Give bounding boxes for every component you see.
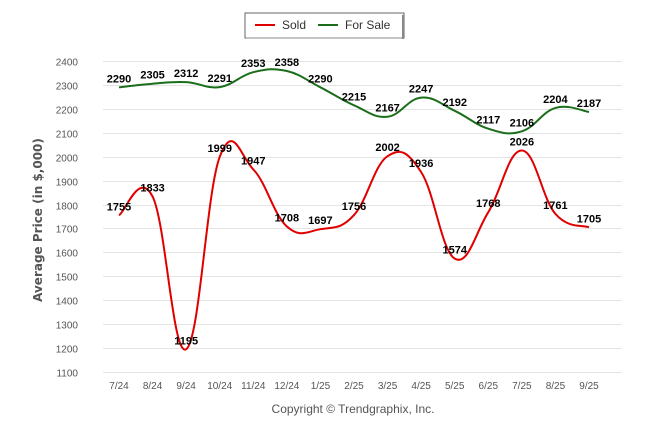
y-tick-label: 1900 — [56, 178, 79, 189]
sold-data-label: 1947 — [241, 155, 265, 167]
grid — [103, 61, 622, 373]
y-tick-label: 1300 — [56, 321, 79, 332]
x-tick-label: 8/25 — [546, 381, 566, 392]
for-sale-data-label: 2167 — [375, 103, 399, 115]
for-sale-data-label: 2305 — [140, 70, 164, 82]
for-sale-data-label: 2187 — [577, 98, 601, 110]
sold-data-label: 1756 — [342, 201, 366, 213]
sold-data-label: 1999 — [207, 143, 231, 155]
x-axis-ticks: 7/24 8/24 9/24 10/24 11/24 12/24 1/25 2/25 3/25 4… — [109, 381, 599, 392]
sold-data-label: 2002 — [375, 142, 399, 154]
series-lines — [118, 68, 590, 351]
data-labels: 1755 1833 1195 1999 1947 1708 1697 1756 2002 1936… — [107, 57, 601, 347]
y-tick-label: 1100 — [56, 369, 78, 380]
for-sale-data-label: 2106 — [510, 117, 534, 129]
for-sale-data-label: 2291 — [207, 73, 231, 85]
y-tick-label: 2000 — [56, 154, 79, 165]
for-sale-data-label: 2290 — [308, 73, 332, 85]
sold-data-label: 1697 — [308, 215, 332, 227]
x-tick-label: 5/25 — [445, 381, 465, 392]
x-tick-label: 9/25 — [579, 381, 599, 392]
sold-data-label: 1708 — [275, 213, 299, 225]
legend[interactable]: Sold For Sale — [244, 12, 405, 39]
x-tick-label: 7/25 — [512, 381, 532, 392]
y-axis-ticks: 1100 1200 1300 1400 1500 1600 1700 1800 1900 2000… — [56, 58, 79, 380]
sold-data-label: 2026 — [510, 136, 534, 148]
y-tick-label: 1600 — [56, 249, 79, 260]
y-tick-label: 2200 — [56, 106, 79, 117]
sold-data-label: 1755 — [107, 201, 131, 213]
copyright-credit: Copyright © Trendgraphix, Inc. — [272, 402, 435, 416]
sold-data-label: 1768 — [476, 198, 500, 210]
for-sale-data-label: 2358 — [275, 57, 299, 69]
x-tick-label: 4/25 — [411, 381, 431, 392]
for-sale-data-label: 2204 — [543, 94, 568, 106]
x-tick-label: 7/24 — [109, 381, 129, 392]
for-sale-data-label: 2312 — [174, 68, 198, 80]
sold-data-label: 1195 — [174, 335, 198, 347]
x-tick-label: 8/24 — [143, 381, 163, 392]
x-tick-label: 9/24 — [176, 381, 196, 392]
sold-data-label: 1833 — [140, 183, 164, 195]
y-tick-label: 1400 — [56, 297, 79, 308]
for-sale-data-label: 2290 — [107, 73, 131, 85]
y-tick-label: 2300 — [56, 82, 79, 93]
for-sale-data-label: 2353 — [241, 58, 265, 70]
for-sale-data-label: 2117 — [476, 115, 500, 127]
sold-data-label: 1574 — [442, 245, 467, 257]
x-tick-label: 3/25 — [378, 381, 398, 392]
legend-sold-label[interactable]: Sold — [282, 18, 306, 32]
x-tick-label: 12/24 — [274, 381, 299, 392]
sold-data-label: 1936 — [409, 158, 433, 170]
y-tick-label: 2400 — [56, 58, 79, 69]
y-axis-label: Average Price (in $,000) — [31, 138, 45, 302]
y-tick-label: 1500 — [56, 273, 79, 284]
for-sale-data-label: 2247 — [409, 84, 433, 96]
legend-for-sale-label[interactable]: For Sale — [345, 18, 391, 32]
x-tick-label: 10/24 — [207, 381, 232, 392]
sold-line — [118, 140, 590, 351]
x-tick-label: 2/25 — [344, 381, 364, 392]
sold-data-label: 1761 — [543, 200, 567, 212]
for-sale-data-label: 2192 — [442, 97, 466, 109]
x-tick-label: 11/24 — [241, 381, 266, 392]
y-tick-label: 1200 — [56, 345, 79, 356]
sold-data-label: 1705 — [577, 213, 601, 225]
for-sale-line — [118, 68, 590, 135]
for-sale-data-label: 2215 — [342, 91, 366, 103]
y-tick-label: 1800 — [56, 202, 79, 213]
x-tick-label: 6/25 — [479, 381, 499, 392]
y-tick-label: 1700 — [56, 225, 79, 236]
y-tick-label: 2100 — [56, 130, 79, 141]
x-tick-label: 1/25 — [311, 381, 331, 392]
